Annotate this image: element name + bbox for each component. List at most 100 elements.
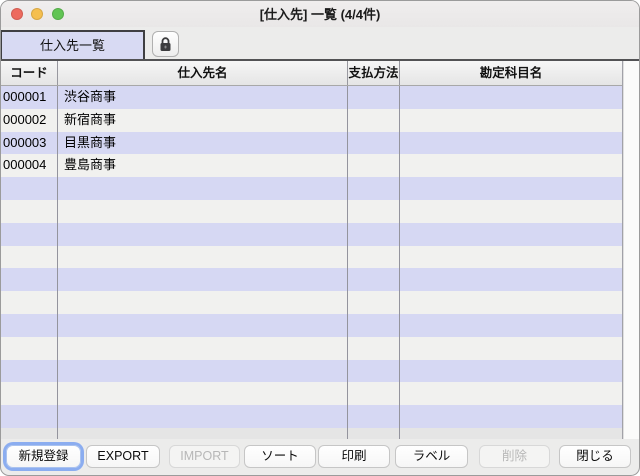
lock-icon	[159, 36, 172, 52]
cell-payment	[348, 132, 400, 155]
table-stripe	[1, 336, 623, 360]
minimize-window-button[interactable]	[31, 8, 43, 20]
table-stripe	[1, 268, 623, 292]
cell-account	[400, 154, 623, 177]
tab-label: 仕入先一覧	[39, 38, 105, 53]
lock-button[interactable]	[152, 31, 179, 57]
cell-account	[400, 268, 623, 291]
cell-name	[58, 177, 348, 200]
table-stripe	[1, 245, 623, 269]
close-window-button[interactable]	[11, 8, 23, 20]
cell-payment	[348, 382, 400, 405]
cell-code: 000004	[3, 157, 47, 173]
cell-code	[1, 405, 58, 428]
tab-supplier-list[interactable]: 仕入先一覧	[1, 30, 145, 59]
table-row[interactable]: 000001 渋谷商事	[1, 86, 623, 109]
cell-name	[58, 291, 348, 314]
titlebar: [仕入先] 一覧 (4/4件)	[1, 1, 639, 27]
cell-payment	[348, 86, 400, 109]
table-row[interactable]: 000004 豊島商事	[1, 154, 623, 178]
column-header-payment[interactable]: 支払方法	[348, 61, 400, 85]
cell-account	[400, 86, 623, 109]
cell-payment	[348, 246, 400, 269]
cell-account	[400, 132, 623, 155]
vertical-scrollbar-track[interactable]	[623, 61, 639, 439]
sort-button[interactable]: ソート	[244, 445, 316, 468]
cell-payment	[348, 291, 400, 314]
cell-code	[1, 223, 58, 246]
cell-name	[58, 314, 348, 337]
cell-name	[58, 200, 348, 223]
cell-code	[1, 337, 58, 360]
table-right-border	[622, 61, 623, 439]
cell-account	[400, 109, 623, 132]
table-stripe	[1, 405, 623, 428]
cell-code: 000002	[3, 111, 47, 127]
label-button[interactable]: ラベル	[395, 445, 468, 468]
table-row[interactable]: 000002 新宿商事	[1, 108, 623, 132]
cell-payment	[348, 200, 400, 223]
cell-code	[1, 360, 58, 383]
export-button[interactable]: EXPORT	[86, 445, 160, 468]
cell-name: 豊島商事	[64, 157, 117, 173]
table-stripe	[1, 313, 623, 337]
table-stripe	[1, 382, 623, 406]
zoom-window-button[interactable]	[52, 8, 64, 20]
column-header-account[interactable]: 勘定科目名	[400, 61, 623, 85]
table-stripe	[1, 177, 623, 200]
cell-name	[58, 268, 348, 291]
cell-account	[400, 223, 623, 246]
cell-name	[58, 405, 348, 428]
cell-account	[400, 337, 623, 360]
table-stripe	[1, 222, 623, 246]
delete-button[interactable]: 削除	[479, 445, 550, 468]
column-header-code[interactable]: コード	[1, 61, 58, 85]
table-stripe	[1, 291, 623, 314]
cell-payment	[348, 405, 400, 428]
cell-payment	[348, 268, 400, 291]
cell-code: 000003	[3, 134, 47, 150]
cell-account	[400, 177, 623, 200]
cell-code	[1, 314, 58, 337]
import-button[interactable]: IMPORT	[169, 445, 240, 468]
cell-payment	[348, 177, 400, 200]
table-top-border	[1, 59, 639, 61]
cell-name: 渋谷商事	[64, 89, 117, 104]
column-header-name[interactable]: 仕入先名	[58, 61, 348, 85]
table-row[interactable]: 000003 目黒商事	[1, 131, 623, 155]
close-button[interactable]: 閉じる	[559, 445, 631, 468]
cell-payment	[348, 337, 400, 360]
table-stripe	[1, 359, 623, 383]
cell-code	[1, 382, 58, 405]
table-header: コード 仕入先名 支払方法 勘定科目名	[1, 61, 623, 86]
cell-account	[400, 405, 623, 428]
cell-payment	[348, 360, 400, 383]
cell-name: 目黒商事	[64, 134, 117, 150]
cell-account	[400, 382, 623, 405]
cell-payment	[348, 223, 400, 246]
print-button[interactable]: 印刷	[318, 445, 390, 468]
cell-payment	[348, 314, 400, 337]
cell-account	[400, 291, 623, 314]
cell-code: 000001	[3, 89, 47, 104]
cell-payment	[348, 154, 400, 177]
cell-code	[1, 200, 58, 223]
cell-name: 新宿商事	[64, 111, 117, 127]
cell-code	[1, 177, 58, 200]
cell-account	[400, 314, 623, 337]
cell-name	[58, 337, 348, 360]
window-title: [仕入先] 一覧 (4/4件)	[259, 7, 381, 22]
new-record-button[interactable]: 新規登録	[6, 445, 81, 468]
cell-payment	[348, 109, 400, 132]
cell-name	[58, 382, 348, 405]
cell-account	[400, 360, 623, 383]
cell-account	[400, 200, 623, 223]
cell-code	[1, 291, 58, 314]
table-stripe	[1, 199, 623, 223]
cell-name	[58, 246, 348, 269]
cell-name	[58, 360, 348, 383]
cell-account	[400, 246, 623, 269]
table-body: 000001 渋谷商事 000002 新宿商事 000003 目黒商事 0000…	[1, 86, 623, 439]
cell-code	[1, 268, 58, 291]
